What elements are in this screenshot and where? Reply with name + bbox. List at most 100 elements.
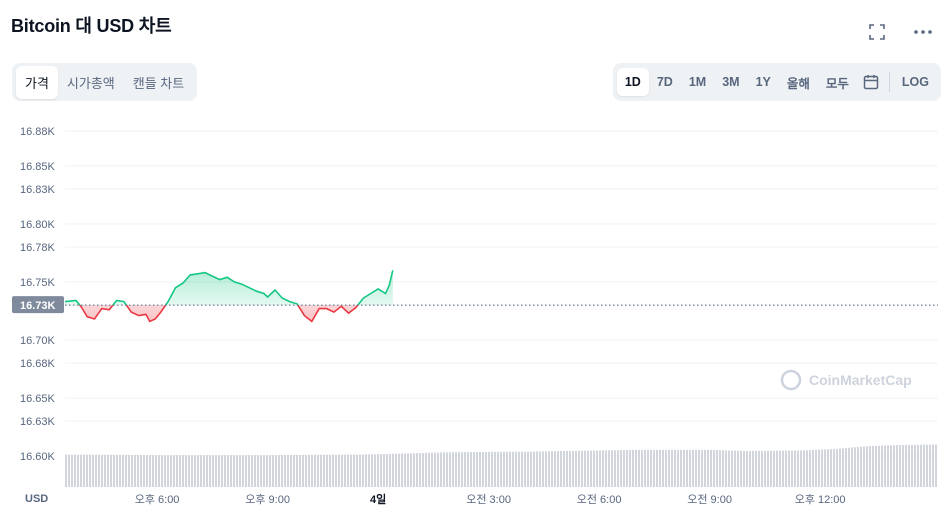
volume-bar — [596, 450, 598, 487]
chart-type-tabs: 가격 시가총액 캔들 차트 — [12, 63, 198, 101]
y-tick-label: 16.88K — [20, 126, 56, 138]
x-tick-label: 오전 9:00 — [687, 493, 732, 506]
tab-market-cap[interactable]: 시가총액 — [66, 75, 115, 91]
range-ytd[interactable]: 올해 — [786, 76, 810, 91]
range-1d[interactable]: 1D — [616, 68, 649, 96]
volume-bar — [563, 450, 565, 487]
range-1m[interactable]: 1M — [688, 75, 707, 89]
volume-bar — [890, 445, 892, 487]
tab-price[interactable]: 가격 — [16, 65, 58, 99]
x-tick-label: 오전 3:00 — [466, 493, 511, 506]
volume-bar — [125, 454, 127, 487]
volume-bar — [554, 451, 556, 487]
price-area-down — [79, 305, 358, 322]
fullscreen-icon[interactable] — [865, 20, 889, 44]
currency-label: USD — [25, 493, 48, 505]
volume-bar — [560, 451, 562, 487]
volume-bar — [674, 449, 676, 487]
volume-bar — [299, 454, 301, 487]
volume-bar — [416, 453, 418, 487]
volume-bar — [722, 450, 724, 487]
volume-bar — [542, 451, 544, 487]
volume-bar — [611, 450, 613, 487]
volume-bar — [413, 453, 415, 487]
volume-bar — [293, 454, 295, 487]
volume-bar — [452, 452, 454, 487]
log-toggle[interactable]: LOG — [901, 75, 929, 89]
volume-bar — [245, 455, 247, 487]
volume-bar — [533, 451, 535, 487]
volume-bar — [644, 449, 646, 487]
volume-bar — [536, 451, 538, 487]
volume-bar — [215, 455, 217, 487]
volume-bar — [623, 450, 625, 487]
volume-bar — [545, 451, 547, 487]
tab-candle-chart[interactable]: 캔들 차트 — [132, 75, 185, 91]
volume-bar — [485, 451, 487, 487]
volume-bar — [926, 444, 928, 487]
volume-bar — [137, 455, 139, 487]
volume-bar — [695, 449, 697, 487]
time-range-selector: 1D 7D 1M 3M 1Y 올해 모두 LOG — [612, 63, 941, 101]
volume-bar — [656, 449, 658, 487]
range-7d[interactable]: 7D — [656, 75, 673, 89]
volume-bar — [731, 450, 733, 487]
more-horizontal-icon[interactable] — [911, 20, 935, 44]
volume-bar — [515, 451, 517, 487]
volume-bar — [77, 454, 79, 487]
volume-bar — [149, 455, 151, 487]
calendar-icon[interactable] — [857, 69, 885, 95]
top-actions — [865, 20, 935, 44]
volume-bar — [557, 451, 559, 487]
volume-bar — [776, 450, 778, 487]
volume-bar — [824, 449, 826, 487]
volume-bar — [251, 455, 253, 487]
volume-bar — [710, 449, 712, 487]
volume-bar — [503, 451, 505, 487]
range-1y[interactable]: 1Y — [755, 75, 771, 89]
volume-bar — [143, 455, 145, 487]
volume-bar — [203, 455, 205, 487]
volume-bar — [317, 454, 319, 487]
volume-bar — [161, 455, 163, 487]
volume-bar — [752, 450, 754, 487]
volume-bar — [131, 454, 133, 487]
volume-bar — [95, 454, 97, 487]
volume-bar — [458, 452, 460, 487]
y-tick-label: 16.63K — [20, 416, 56, 428]
volume-bar — [284, 455, 286, 487]
volume-bar — [332, 454, 334, 487]
volume-bar — [341, 454, 343, 487]
volume-bar — [476, 451, 478, 487]
volume-bar — [803, 450, 805, 487]
volume-bar — [578, 450, 580, 487]
baseline-label: 16.73K — [20, 300, 56, 312]
volume-bar — [866, 446, 868, 487]
volume-bar — [335, 454, 337, 487]
volume-bar — [497, 451, 499, 487]
volume-bar — [278, 455, 280, 487]
volume-bar — [935, 444, 937, 487]
volume-bar — [173, 455, 175, 487]
volume-bar — [350, 454, 352, 487]
volume-bar — [254, 455, 256, 487]
coinmarketcap-logo-icon — [780, 369, 802, 391]
volume-bar — [782, 450, 784, 487]
volume-bar — [224, 455, 226, 487]
range-all[interactable]: 모두 — [825, 76, 849, 91]
volume-bar — [806, 450, 808, 487]
range-3m[interactable]: 3M — [722, 75, 740, 89]
volume-bar — [617, 450, 619, 487]
volume-bar — [170, 455, 172, 487]
volume-bar — [929, 444, 931, 487]
volume-bar — [665, 449, 667, 487]
volume-bar — [833, 448, 835, 487]
range-divider — [888, 72, 890, 92]
volume-bar — [902, 445, 904, 487]
x-tick-label: 오후 6:00 — [135, 493, 180, 506]
volume-bar — [248, 455, 250, 487]
volume-bar — [662, 449, 664, 487]
volume-bar — [437, 452, 439, 487]
volume-bar — [602, 450, 604, 487]
